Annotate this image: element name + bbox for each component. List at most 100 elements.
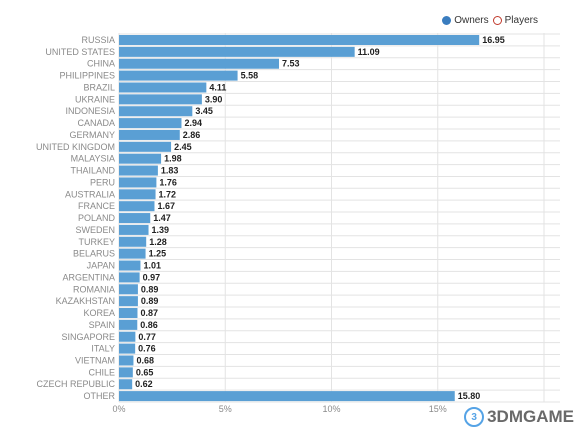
x-tick-label: 5% — [219, 404, 232, 414]
value-label: 0.97 — [143, 272, 161, 282]
bar — [119, 284, 138, 295]
bar — [119, 248, 146, 259]
value-label: 3.90 — [205, 94, 223, 104]
category-label: UNITED STATES — [45, 47, 115, 57]
category-label: AUSTRALIA — [65, 189, 115, 199]
value-label: 0.89 — [141, 284, 159, 294]
top-strip — [0, 0, 580, 8]
bar — [119, 391, 455, 402]
bar — [119, 94, 202, 105]
category-label: UNITED KINGDOM — [36, 142, 115, 152]
category-label: JAPAN — [87, 261, 115, 271]
category-label: SINGAPORE — [61, 332, 115, 342]
chart-legend: Owners Players — [442, 15, 538, 26]
bar — [119, 177, 157, 188]
category-label: POLAND — [78, 213, 116, 223]
value-label: 1.83 — [161, 166, 179, 176]
bar — [119, 367, 133, 378]
value-label: 4.11 — [209, 82, 226, 92]
value-label: 15.80 — [458, 391, 481, 401]
category-label: UKRAINE — [75, 94, 115, 104]
x-tick-label: 15% — [429, 404, 447, 414]
category-label: OTHER — [84, 391, 116, 401]
value-label: 1.39 — [152, 225, 170, 235]
category-label: FRANCE — [78, 201, 115, 211]
value-label: 1.98 — [164, 154, 182, 164]
category-label: INDONESIA — [65, 106, 115, 116]
owners-dot-icon — [442, 16, 452, 25]
value-label: 2.45 — [174, 142, 192, 152]
bar — [119, 260, 141, 271]
legend-label-owners: Owners — [454, 15, 489, 26]
value-label: 1.47 — [153, 213, 171, 223]
bar — [119, 118, 182, 129]
category-label: SPAIN — [89, 320, 115, 330]
category-label: MALAYSIA — [71, 154, 115, 164]
category-label: TURKEY — [78, 237, 115, 247]
value-label: 16.95 — [482, 35, 505, 45]
value-label: 2.94 — [184, 118, 202, 128]
watermark-logo: 3 3DMGAME — [464, 407, 574, 427]
value-label: 1.28 — [149, 237, 167, 247]
bar — [119, 70, 238, 81]
value-label: 1.76 — [159, 177, 177, 187]
bar — [119, 106, 193, 117]
value-label: 0.65 — [136, 367, 154, 377]
category-label: PERU — [90, 177, 115, 187]
category-label: VIETNAM — [75, 355, 115, 365]
legend-label-players: Players — [504, 15, 538, 26]
category-label: ROMANIA — [73, 284, 115, 294]
bar — [119, 153, 162, 164]
category-label: GERMANY — [69, 130, 115, 140]
category-label: KAZAKHSTAN — [56, 296, 115, 306]
value-label: 7.53 — [282, 59, 300, 69]
category-label: ARGENTINA — [62, 272, 115, 282]
value-label: 0.77 — [138, 332, 156, 342]
bar — [119, 201, 155, 212]
bar — [119, 224, 149, 235]
bar — [119, 308, 138, 319]
bar — [119, 46, 355, 57]
legend-item-owners[interactable]: Owners — [442, 15, 489, 26]
category-label: THAILAND — [70, 166, 115, 176]
bar — [119, 141, 172, 152]
x-tick-label: 0% — [112, 404, 125, 414]
bar — [119, 355, 134, 366]
bar — [119, 379, 133, 390]
category-label: ITALY — [91, 344, 115, 354]
bar — [119, 272, 140, 283]
bar — [119, 189, 156, 200]
value-label: 0.87 — [140, 308, 158, 318]
category-label: BRAZIL — [83, 82, 115, 92]
bar — [119, 165, 158, 176]
category-label: CZECH REPUBLIC — [36, 379, 115, 389]
bar — [119, 331, 136, 342]
value-label: 1.67 — [157, 201, 175, 211]
legend-item-players[interactable]: Players — [492, 15, 538, 26]
value-label: 0.86 — [140, 320, 158, 330]
bar — [119, 129, 180, 140]
value-label: 3.45 — [195, 106, 213, 116]
category-label: KOREA — [83, 308, 115, 318]
3dm-logo-icon: 3 — [464, 407, 485, 427]
category-label: CHINA — [87, 59, 115, 69]
value-label: 2.86 — [183, 130, 201, 140]
bar — [119, 296, 138, 307]
category-label: CHILE — [88, 367, 115, 377]
value-label: 1.72 — [159, 189, 177, 199]
category-label: PHILIPPINES — [59, 71, 115, 81]
value-label: 1.01 — [143, 261, 161, 271]
category-label: RUSSIA — [81, 35, 115, 45]
value-label: 11.09 — [358, 47, 380, 57]
x-tick-label: 10% — [322, 404, 340, 414]
value-label: 1.25 — [149, 249, 167, 259]
watermark-text: 3DMGAME — [487, 407, 574, 426]
bar — [119, 213, 151, 224]
value-label: 0.89 — [141, 296, 159, 306]
bar — [119, 343, 136, 354]
bar — [119, 236, 147, 247]
value-label: 5.58 — [241, 71, 259, 81]
value-label: 0.76 — [138, 344, 156, 354]
category-label: CANADA — [77, 118, 115, 128]
